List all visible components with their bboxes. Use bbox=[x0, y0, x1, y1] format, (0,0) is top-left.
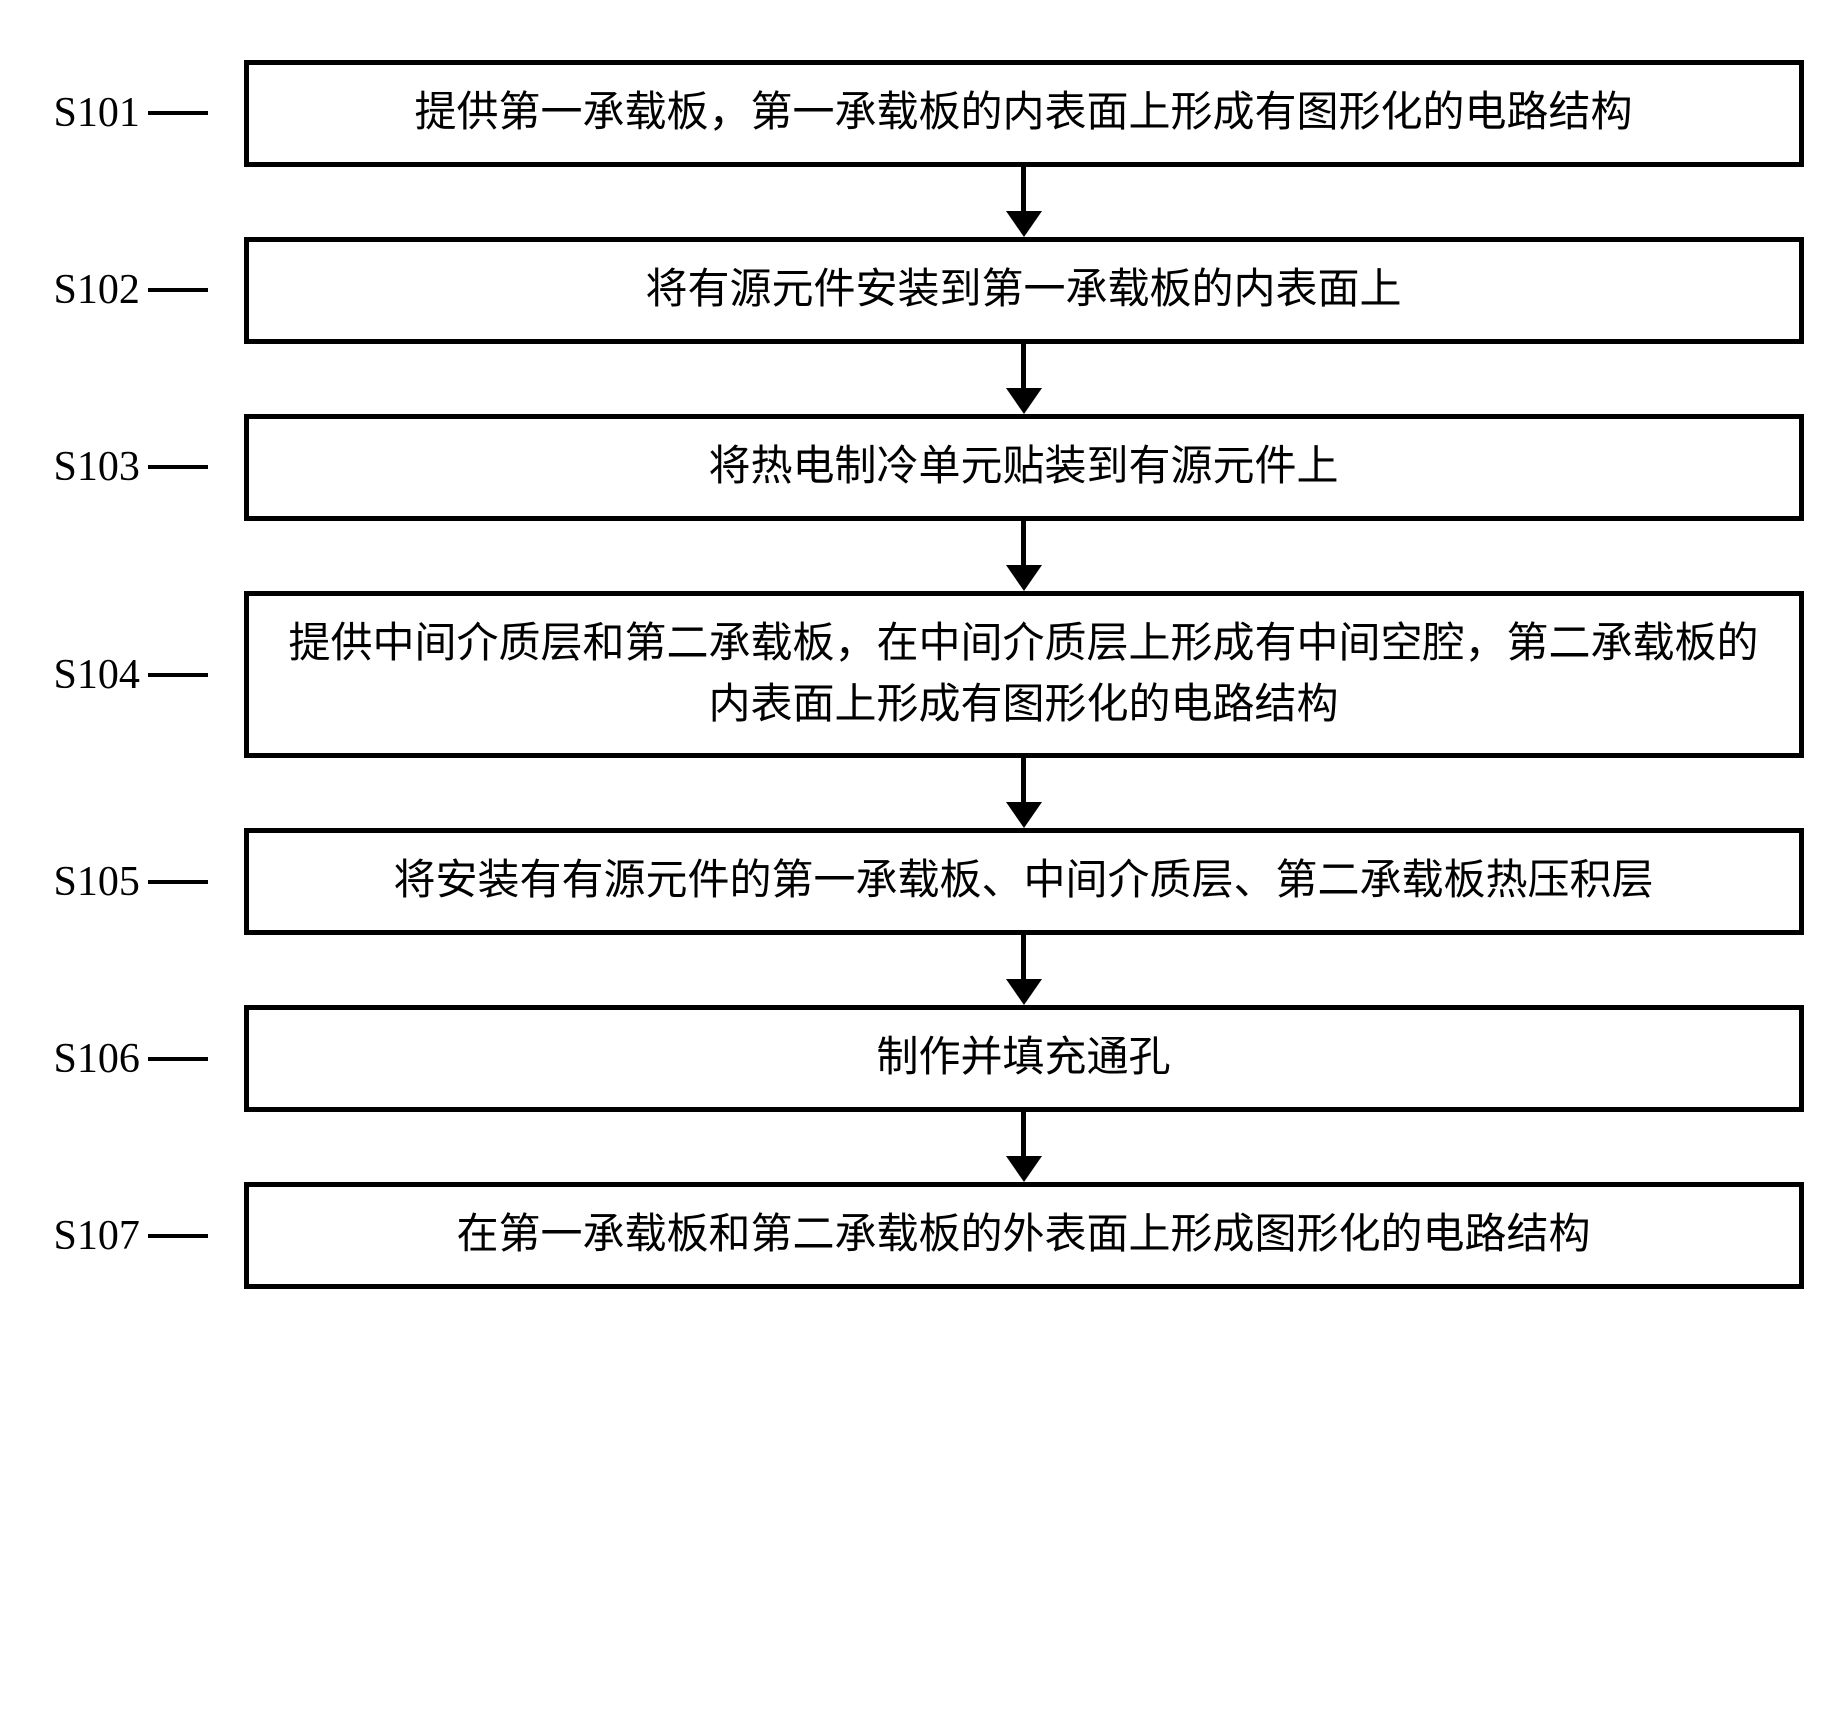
step-box-s104: 提供中间介质层和第二承载板，在中间介质层上形成有中间空腔，第二承载板的内表面上形… bbox=[244, 591, 1804, 759]
label-cell: S105 bbox=[44, 858, 244, 906]
step-text: 制作并填充通孔 bbox=[876, 1028, 1170, 1089]
step-box-s103: 将热电制冷单元贴装到有源元件上 bbox=[244, 414, 1804, 521]
label-connector-line bbox=[148, 1057, 208, 1061]
step-row-s103: S103 将热电制冷单元贴装到有源元件上 bbox=[44, 414, 1804, 521]
label-connector-line bbox=[148, 673, 208, 677]
step-row-s102: S102 将有源元件安装到第一承载板的内表面上 bbox=[44, 237, 1804, 344]
arrow-wrap bbox=[44, 758, 1804, 828]
label-cell: S101 bbox=[44, 89, 244, 137]
step-text: 将有源元件安装到第一承载板的内表面上 bbox=[645, 260, 1401, 321]
arrow-wrap bbox=[44, 935, 1804, 1005]
arrow-wrap bbox=[44, 167, 1804, 237]
step-label: S104 bbox=[54, 651, 140, 699]
step-row-s101: S101 提供第一承载板，第一承载板的内表面上形成有图形化的电路结构 bbox=[44, 60, 1804, 167]
label-connector-line bbox=[148, 465, 208, 469]
label-cell: S102 bbox=[44, 266, 244, 314]
step-box-s106: 制作并填充通孔 bbox=[244, 1005, 1804, 1112]
arrow-down-icon bbox=[1006, 521, 1042, 591]
step-label: S103 bbox=[54, 443, 140, 491]
arrow-down-icon bbox=[1006, 344, 1042, 414]
flowchart-container: S101 提供第一承载板，第一承载板的内表面上形成有图形化的电路结构 S102 … bbox=[44, 60, 1804, 1289]
step-box-s107: 在第一承载板和第二承载板的外表面上形成图形化的电路结构 bbox=[244, 1182, 1804, 1289]
arrow-wrap bbox=[44, 344, 1804, 414]
label-connector-line bbox=[148, 111, 208, 115]
step-row-s106: S106 制作并填充通孔 bbox=[44, 1005, 1804, 1112]
step-label: S106 bbox=[54, 1035, 140, 1083]
step-text: 将热电制冷单元贴装到有源元件上 bbox=[708, 437, 1338, 498]
label-cell: S106 bbox=[44, 1035, 244, 1083]
label-cell: S104 bbox=[44, 651, 244, 699]
step-label: S105 bbox=[54, 858, 140, 906]
step-box-s101: 提供第一承载板，第一承载板的内表面上形成有图形化的电路结构 bbox=[244, 60, 1804, 167]
arrow-down-icon bbox=[1006, 1112, 1042, 1182]
step-label: S101 bbox=[54, 89, 140, 137]
arrow-wrap bbox=[44, 521, 1804, 591]
arrow-down-icon bbox=[1006, 758, 1042, 828]
step-text: 在第一承载板和第二承载板的外表面上形成图形化的电路结构 bbox=[456, 1205, 1590, 1266]
label-cell: S103 bbox=[44, 443, 244, 491]
step-text: 将安装有有源元件的第一承载板、中间介质层、第二承载板热压积层 bbox=[393, 851, 1653, 912]
step-box-s102: 将有源元件安装到第一承载板的内表面上 bbox=[244, 237, 1804, 344]
step-box-s105: 将安装有有源元件的第一承载板、中间介质层、第二承载板热压积层 bbox=[244, 828, 1804, 935]
arrow-wrap bbox=[44, 1112, 1804, 1182]
step-text: 提供中间介质层和第二承载板，在中间介质层上形成有中间空腔，第二承载板的内表面上形… bbox=[279, 614, 1769, 736]
step-row-s107: S107 在第一承载板和第二承载板的外表面上形成图形化的电路结构 bbox=[44, 1182, 1804, 1289]
step-label: S107 bbox=[54, 1212, 140, 1260]
arrow-down-icon bbox=[1006, 935, 1042, 1005]
step-row-s104: S104 提供中间介质层和第二承载板，在中间介质层上形成有中间空腔，第二承载板的… bbox=[44, 591, 1804, 759]
label-connector-line bbox=[148, 880, 208, 884]
step-label: S102 bbox=[54, 266, 140, 314]
arrow-down-icon bbox=[1006, 167, 1042, 237]
label-connector-line bbox=[148, 288, 208, 292]
step-text: 提供第一承载板，第一承载板的内表面上形成有图形化的电路结构 bbox=[414, 83, 1632, 144]
label-connector-line bbox=[148, 1234, 208, 1238]
step-row-s105: S105 将安装有有源元件的第一承载板、中间介质层、第二承载板热压积层 bbox=[44, 828, 1804, 935]
label-cell: S107 bbox=[44, 1212, 244, 1260]
